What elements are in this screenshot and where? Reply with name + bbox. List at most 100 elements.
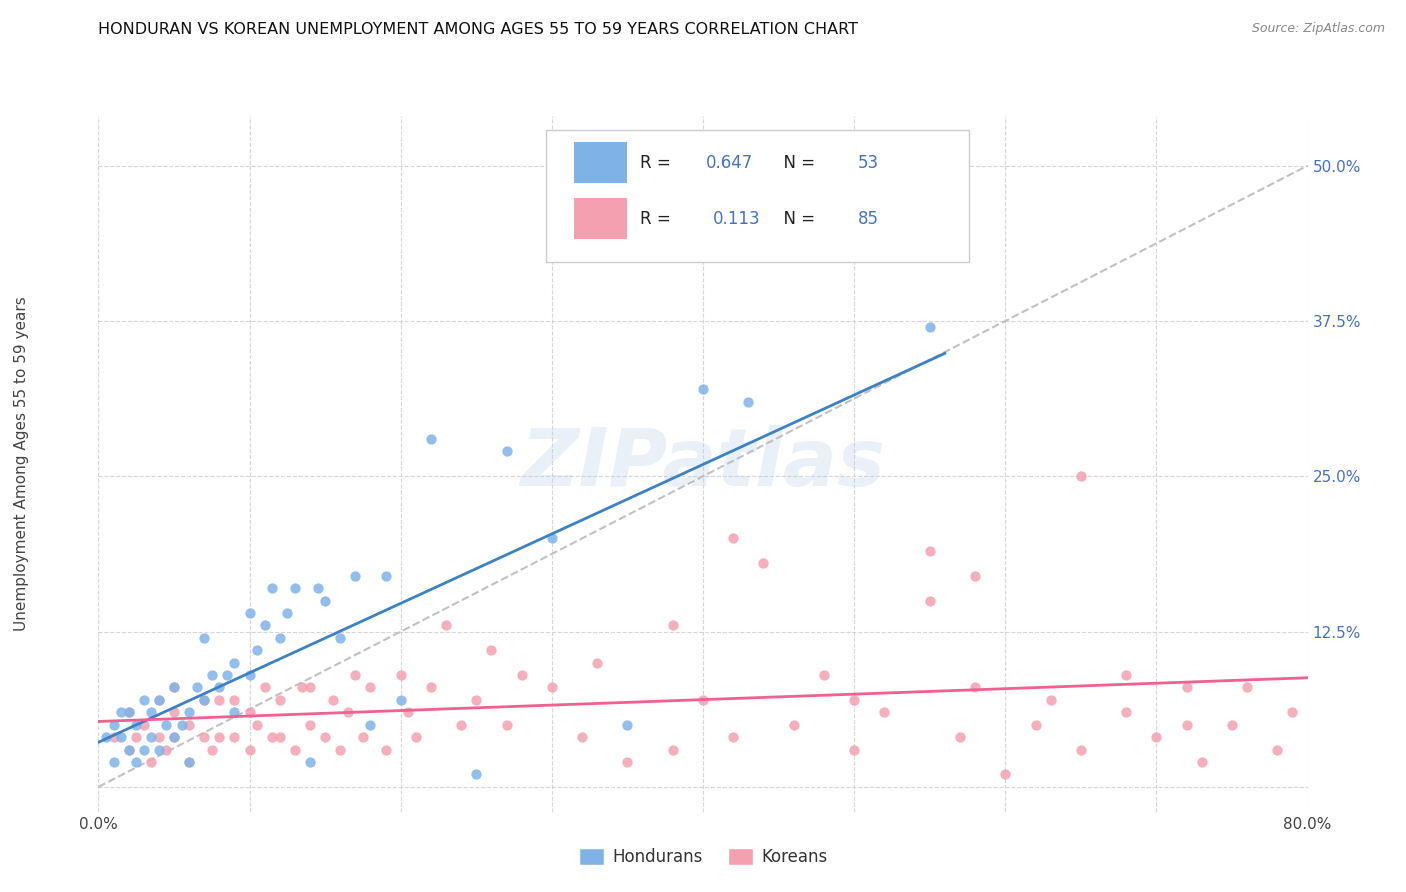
Point (110, 730, 132, 744)
Point (155, 717, 177, 731)
Point (132, 717, 155, 731)
Point (918, 320, 941, 334)
Point (177, 755, 201, 769)
Point (118, 742, 141, 756)
Point (193, 693, 215, 707)
Point (329, 742, 352, 756)
Point (616, 717, 638, 731)
Point (1191, 755, 1213, 769)
Point (661, 742, 683, 756)
Point (276, 606, 298, 620)
Point (177, 706, 201, 720)
Point (721, 532, 744, 546)
Point (844, 693, 866, 707)
Point (224, 656, 246, 670)
Point (692, 382, 714, 396)
Point (299, 755, 322, 769)
Point (396, 706, 419, 720)
Point (148, 693, 170, 707)
Point (125, 755, 148, 769)
Text: 85: 85 (858, 210, 879, 228)
Point (1024, 717, 1046, 731)
Point (125, 717, 148, 731)
Point (721, 730, 744, 744)
Text: R =: R = (640, 210, 682, 228)
Point (239, 706, 262, 720)
Point (419, 681, 441, 695)
Point (284, 581, 307, 595)
Text: N =: N = (773, 210, 821, 228)
Point (141, 730, 163, 744)
Point (291, 681, 314, 695)
Point (314, 593, 336, 607)
Point (132, 693, 155, 707)
Point (481, 643, 503, 657)
Point (163, 681, 186, 695)
Point (246, 717, 269, 731)
Text: 53: 53 (858, 154, 879, 172)
Point (110, 706, 132, 720)
Point (148, 693, 170, 707)
Point (103, 755, 125, 769)
Text: 0.113: 0.113 (713, 210, 761, 228)
Point (94, 730, 117, 744)
Point (1144, 730, 1167, 744)
Point (239, 668, 262, 682)
Point (1070, 742, 1092, 756)
Point (586, 656, 609, 670)
Point (1175, 681, 1198, 695)
Point (118, 706, 141, 720)
Point (360, 717, 382, 731)
Point (1236, 681, 1258, 695)
Point (314, 730, 336, 744)
Point (495, 717, 517, 731)
Point (307, 581, 329, 595)
Point (465, 767, 488, 781)
Point (155, 742, 177, 756)
Point (419, 432, 441, 446)
Point (450, 717, 472, 731)
Point (201, 668, 224, 682)
Point (661, 618, 683, 632)
Text: R =: R = (640, 154, 676, 172)
Point (344, 568, 367, 582)
Point (360, 681, 382, 695)
Point (374, 568, 396, 582)
Point (246, 643, 269, 657)
Point (299, 681, 322, 695)
Point (215, 668, 238, 682)
Point (224, 693, 246, 707)
Point (224, 706, 246, 720)
Point (1115, 668, 1137, 682)
Point (269, 730, 291, 744)
Point (329, 631, 352, 645)
Point (1281, 706, 1303, 720)
Point (374, 742, 396, 756)
Point (103, 730, 125, 744)
Point (344, 668, 367, 682)
Point (405, 730, 427, 744)
Point (269, 631, 291, 645)
Point (186, 681, 208, 695)
Point (1039, 693, 1062, 707)
FancyBboxPatch shape (574, 143, 627, 184)
Point (1070, 469, 1092, 483)
Point (949, 730, 972, 744)
Point (262, 730, 284, 744)
Point (208, 681, 231, 695)
Text: N =: N = (773, 154, 821, 172)
Point (141, 755, 163, 769)
Point (118, 706, 141, 720)
Point (965, 681, 987, 695)
Point (253, 618, 276, 632)
Point (141, 706, 163, 720)
Point (299, 717, 322, 731)
Point (132, 742, 155, 756)
Point (284, 742, 307, 756)
Point (692, 693, 714, 707)
Point (208, 730, 231, 744)
Point (239, 742, 262, 756)
Point (208, 693, 231, 707)
Point (495, 444, 517, 458)
Point (1220, 717, 1243, 731)
